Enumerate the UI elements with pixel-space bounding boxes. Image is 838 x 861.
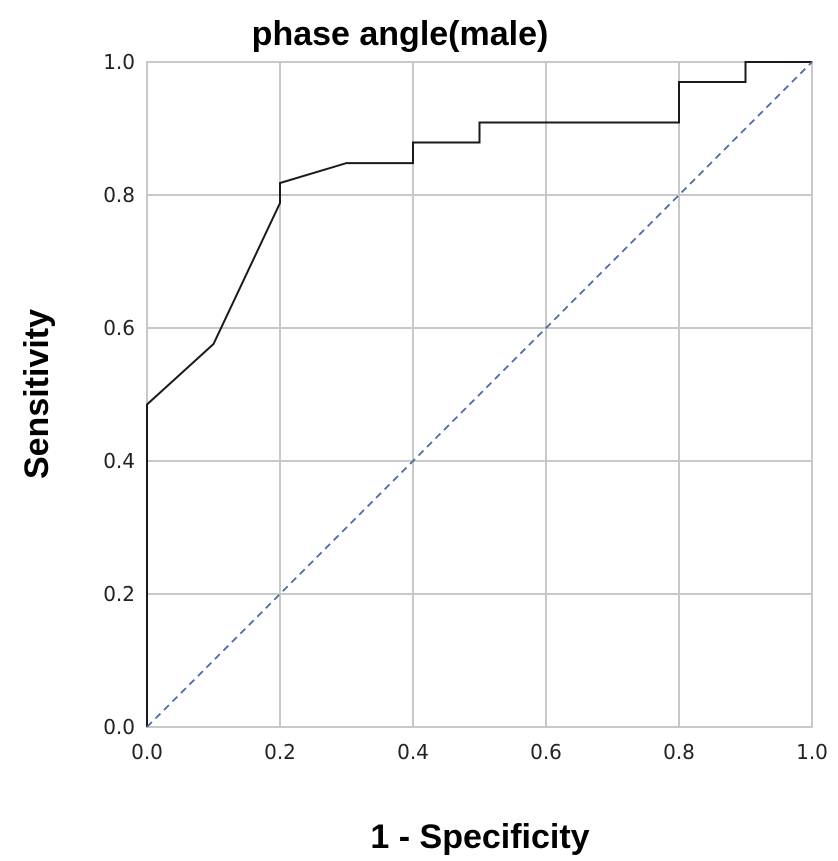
y-tick-label: 0.4: [103, 449, 135, 473]
y-tick-label: 0.6: [103, 316, 135, 340]
x-tick-label: 0.4: [397, 740, 429, 764]
y-axis-label: Sensitivity: [18, 309, 56, 479]
x-tick-label: 1.0: [796, 740, 828, 764]
x-tick-label: 0.8: [663, 740, 695, 764]
y-tick-label: 0.8: [103, 183, 135, 207]
x-tick-label: 0.2: [264, 740, 296, 764]
roc-curve: [146, 61, 812, 727]
x-tick-label: 0.6: [530, 740, 562, 764]
y-tick-label: 1.0: [103, 50, 135, 74]
reference-line: [146, 61, 813, 728]
x-axis-label: 1 - Specificity: [370, 818, 589, 856]
plot-frame: [146, 61, 813, 728]
x-axis-ticks: 0.0 0.2 0.4 0.6 0.8 1.0: [131, 740, 828, 764]
y-axis-ticks: 0.0 0.2 0.4 0.6 0.8 1.0: [103, 50, 135, 739]
y-tick-label: 0.2: [103, 582, 135, 606]
x-tick-label: 0.0: [131, 740, 163, 764]
y-tick-label: 0.0: [103, 715, 135, 739]
chart-title: phase angle(male): [252, 15, 549, 53]
series-layer: [146, 61, 813, 728]
